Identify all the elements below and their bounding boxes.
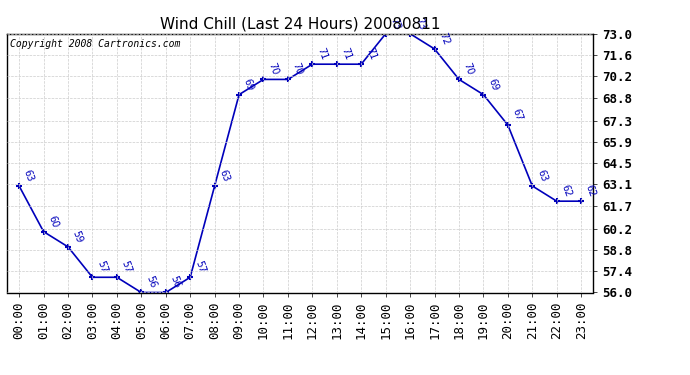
Text: 71: 71 [315,46,328,62]
Text: 71: 71 [339,46,353,62]
Text: 59: 59 [71,229,84,244]
Text: 73: 73 [413,16,426,31]
Text: 57: 57 [193,260,206,274]
Text: 67: 67 [511,107,524,122]
Text: 70: 70 [266,62,280,76]
Text: 62: 62 [584,183,598,198]
Text: 63: 63 [22,168,35,183]
Text: 72: 72 [437,31,451,46]
Text: 63: 63 [217,168,231,183]
Text: 62: 62 [560,183,573,198]
Text: 57: 57 [95,260,109,274]
Text: 57: 57 [119,260,133,274]
Text: 69: 69 [241,77,255,92]
Text: 70: 70 [290,62,304,76]
Text: Copyright 2008 Cartronics.com: Copyright 2008 Cartronics.com [10,39,180,49]
Title: Wind Chill (Last 24 Hours) 20080811: Wind Chill (Last 24 Hours) 20080811 [160,16,440,31]
Text: 56: 56 [168,274,182,290]
Text: 73: 73 [388,16,402,31]
Text: 70: 70 [462,62,475,76]
Text: 69: 69 [486,77,500,92]
Text: 71: 71 [364,46,377,62]
Text: 60: 60 [46,214,60,229]
Text: 56: 56 [144,274,158,290]
Text: 63: 63 [535,168,549,183]
